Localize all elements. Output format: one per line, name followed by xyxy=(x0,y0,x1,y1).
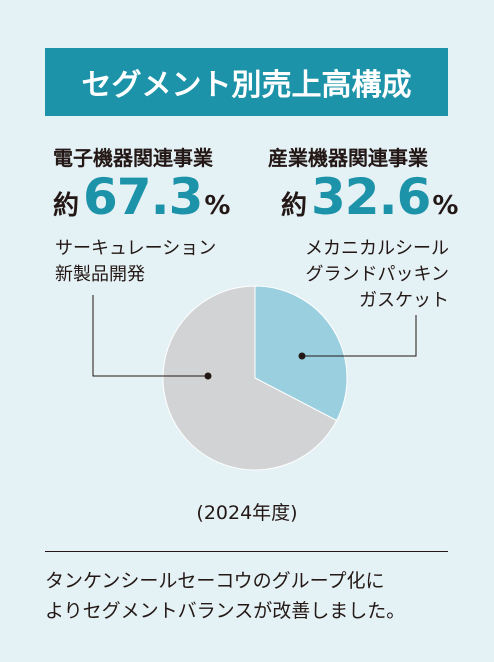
percent-value: 67.3 xyxy=(83,168,203,226)
product-label: グランドパッキン xyxy=(305,264,449,285)
year-label: (2024年度) xyxy=(196,502,298,524)
leader-industrial-dot xyxy=(298,352,306,360)
leader-electronic-dot xyxy=(204,372,212,380)
leader-industrial-line xyxy=(302,315,417,357)
note-line: タンケンシールセーコウのグループ化に xyxy=(45,570,385,592)
segment-products-industrial: メカニカルシール グランドパッキン ガスケット xyxy=(305,236,449,314)
product-label: 新製品開発 xyxy=(55,264,145,285)
pie-slice-electronic xyxy=(162,285,338,471)
product-label: サーキュレーション xyxy=(55,238,217,259)
percent-value: 32.6 xyxy=(311,168,431,226)
pie-leaders xyxy=(92,295,417,380)
percent-prefix: 約 xyxy=(53,191,80,221)
segment-percent-electronic: 約 67.3 % xyxy=(53,168,230,228)
segment-products-electronic: サーキュレーション 新製品開発 xyxy=(55,236,216,288)
segment-percent-industrial: 約 32.6 % xyxy=(281,168,458,228)
note-line: よりセグメントバランスが改善しました。 xyxy=(45,600,406,622)
percent-unit: % xyxy=(204,191,231,221)
percent-unit: % xyxy=(432,191,459,221)
divider xyxy=(45,551,448,552)
leader-electronic-line xyxy=(92,295,208,377)
product-label: ガスケット xyxy=(359,290,449,311)
percent-prefix: 約 xyxy=(281,191,308,221)
product-label: メカニカルシール xyxy=(305,238,449,259)
note-text: タンケンシールセーコウのグループ化に よりセグメントバランスが改善しました。 xyxy=(45,566,455,626)
chart-title: セグメント別売上高構成 xyxy=(45,48,448,116)
pie-slices xyxy=(162,285,348,471)
segment-name-industrial: 産業機器関連事業 xyxy=(268,146,428,170)
segment-name-electronic: 電子機器関連事業 xyxy=(53,146,213,170)
